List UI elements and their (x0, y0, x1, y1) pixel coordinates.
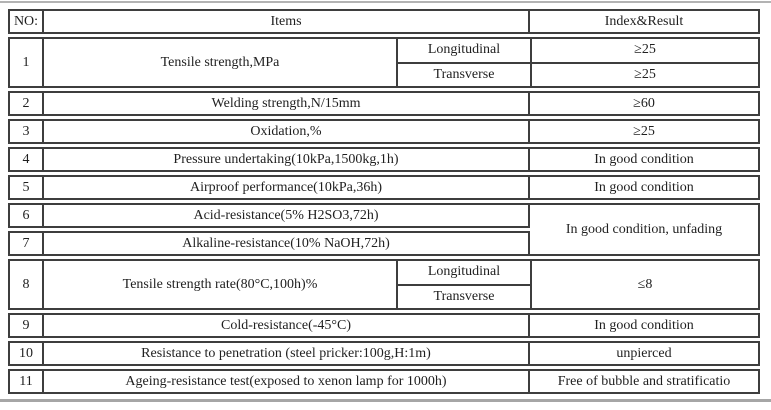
orientation-column: Longitudinal Transverse (398, 39, 532, 86)
orientation-label: Transverse (433, 288, 495, 304)
row-group-items: 6 Acid-resistance(5% H2SO3,72h) 7 Alkali… (8, 203, 530, 256)
item-label: Oxidation,% (44, 121, 530, 142)
result-value: Free of bubble and stratificatio (557, 373, 731, 389)
item-label: Pressure undertaking(10kPa,1500kg,1h) (44, 149, 530, 170)
row-number: 2 (10, 93, 44, 114)
result-value: ≥60 (633, 95, 655, 111)
orientation-label: Longitudinal (398, 261, 530, 286)
table-row: 10 Resistance to penetration (steel pric… (8, 341, 760, 366)
table-row: 11 Ageing-resistance test(exposed to xen… (8, 369, 760, 394)
item-label: Alkaline-resistance(10% NaOH,72h) (182, 235, 390, 251)
row-number: 10 (10, 343, 44, 364)
table-row: 4 Pressure undertaking(10kPa,1500kg,1h) … (8, 147, 760, 172)
table-row: 6 Acid-resistance(5% H2SO3,72h) (8, 203, 530, 228)
row-number: 8 (10, 261, 44, 308)
merged-result-value: In good condition, unfading (530, 203, 760, 256)
orientation-label: Longitudinal (398, 39, 530, 64)
row-number: 6 (10, 205, 44, 226)
item-label: Tensile strength rate(80°C,100h)% (44, 261, 398, 308)
result-value: ≥25 (634, 66, 656, 82)
top-divider-rule (0, 1, 771, 3)
table-row: 2 Welding strength,N/15mm ≥60 (8, 91, 760, 116)
table-row: 7 Alkaline-resistance(10% NaOH,72h) (8, 231, 530, 256)
result-value: ≤8 (637, 276, 653, 292)
result-value: In good condition (594, 151, 694, 167)
result-value: unpierced (616, 345, 672, 361)
row-number: 9 (10, 315, 44, 336)
row-number: 1 (10, 39, 44, 86)
orientation-column: Longitudinal Transverse (398, 261, 532, 308)
orientation-label: Transverse (433, 66, 495, 82)
item-label: Airproof performance(10kPa,36h) (44, 177, 530, 198)
header-no: NO: (10, 11, 44, 32)
table-row-group-6-7: 6 Acid-resistance(5% H2SO3,72h) 7 Alkali… (8, 203, 760, 256)
table-row: 8 Tensile strength rate(80°C,100h)% Long… (8, 259, 760, 310)
row-number: 7 (10, 233, 44, 254)
item-label: Welding strength,N/15mm (44, 93, 530, 114)
table-row: 9 Cold-resistance(-45°C) In good conditi… (8, 313, 760, 338)
result-column: ≥25 ≥25 (532, 39, 758, 86)
item-label: Ageing-resistance test(exposed to xenon … (44, 371, 530, 392)
table-row: 3 Oxidation,% ≥25 (8, 119, 760, 144)
result-value: In good condition (594, 179, 694, 195)
bottom-divider-rule (0, 399, 771, 402)
result-value: ≥25 (633, 123, 655, 139)
item-label: Tensile strength,MPa (44, 39, 398, 86)
row-number: 5 (10, 177, 44, 198)
row-number: 4 (10, 149, 44, 170)
item-label: Resistance to penetration (steel pricker… (44, 343, 530, 364)
item-label: Cold-resistance(-45°C) (44, 315, 530, 336)
item-label: Acid-resistance(5% H2SO3,72h) (193, 207, 379, 223)
header-index-result: Index&Result (604, 13, 684, 29)
result-value: In good condition (594, 317, 694, 333)
row-number: 11 (10, 371, 44, 392)
table-row: 5 Airproof performance(10kPa,36h) In goo… (8, 175, 760, 200)
table-header-row: NO: Items Index&Result (8, 9, 760, 34)
row-number: 3 (10, 121, 44, 142)
header-items: Items (44, 11, 530, 32)
spec-table: NO: Items Index&Result 1 Tensile strengt… (8, 9, 760, 397)
table-row: 1 Tensile strength,MPa Longitudinal Tran… (8, 37, 760, 88)
result-value: ≥25 (532, 39, 758, 64)
